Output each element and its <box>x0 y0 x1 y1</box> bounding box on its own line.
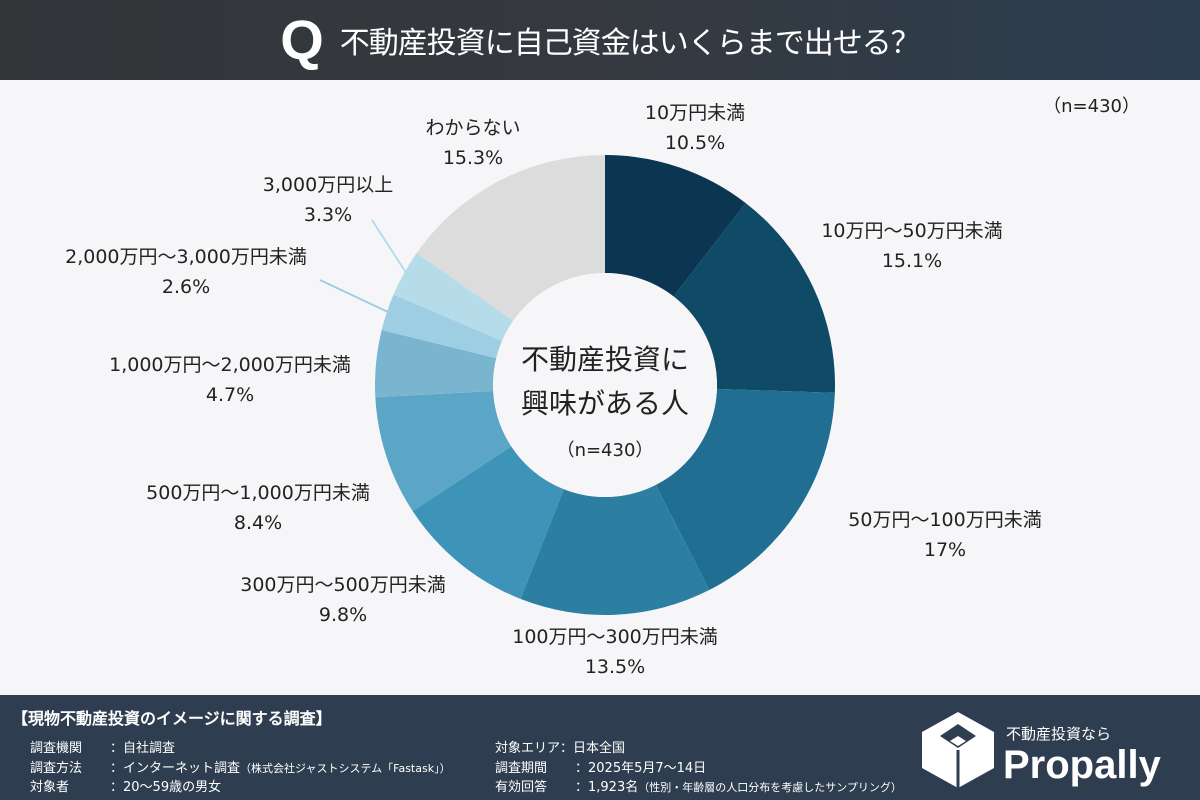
donut-slice <box>605 155 746 297</box>
sample-size-note: （n=430） <box>1043 96 1140 117</box>
center-line-2: 興味がある人 <box>520 387 690 420</box>
propally-logo-icon <box>922 712 994 788</box>
donut-slice <box>412 446 564 599</box>
survey-footer: 【現物不動産投資のイメージに関する調査】 調査機関 ：自社調査 調査方法 ：インター… <box>0 695 1200 800</box>
slice-label: 10万円未満 10.5% <box>644 102 746 154</box>
donut-slice <box>375 390 512 512</box>
slice-label: 300万円～500万円未満 9.8% <box>240 574 446 626</box>
survey-title: 【現物不動産投資のイメージに関する調査】 <box>12 709 332 728</box>
slice-label: 3,000万円以上 3.3% <box>262 174 394 226</box>
logo-name: Propally <box>1003 743 1161 787</box>
slice-label: 10万円～50万円未満 15.1% <box>821 220 1003 272</box>
donut-slice <box>520 484 710 615</box>
leader-line <box>319 279 392 315</box>
leader-line <box>371 219 409 276</box>
slice-label: 1,000万円～2,000万円未満 4.7% <box>109 354 351 406</box>
slice-label: 500万円～1,000万円未満 8.4% <box>146 482 370 534</box>
donut-slice <box>673 203 835 393</box>
donut-slice <box>381 294 503 359</box>
donut-slice <box>416 155 605 321</box>
center-note: （n=430） <box>556 440 654 461</box>
slice-label: 100万円～300万円未満 13.5% <box>512 626 718 678</box>
slice-label: 50万円～100万円未満 17% <box>848 509 1042 561</box>
q-mark: Q <box>280 8 324 71</box>
donut-slice <box>374 330 497 398</box>
logo-tagline: 不動産投資なら <box>1006 725 1112 743</box>
header-bar: Q 不動産投資に自己資金はいくらまで出せる？ <box>0 0 1200 80</box>
center-line-1: 不動産投資に <box>520 343 690 376</box>
survey-info-row: 有効回答 ：1,923名（性別・年齢層の人口分布を考慮したサンプリング） <box>495 780 902 795</box>
donut-center-label: 不動産投資に 興味がある人 （n=430） <box>521 338 689 462</box>
survey-info-row: 調査方法 ：インターネット調査（株式会社ジャストシステム「Fastask」） <box>30 761 451 776</box>
donut-chart <box>319 155 835 615</box>
survey-info-row: 対象エリア：日本全国 <box>495 741 626 756</box>
donut-slice <box>655 388 835 591</box>
survey-info-row: 調査期間 ：2025年5月7～14日 <box>495 761 707 776</box>
donut-slice <box>393 252 514 341</box>
page-title: 不動産投資に自己資金はいくらまで出せる？ <box>339 26 921 61</box>
survey-info-row: 調査機関 ：自社調査 <box>30 741 176 756</box>
survey-info-row: 対象者 ：20～59歳の男女 <box>30 780 222 795</box>
slice-label: 2,000万円～3,000万円未満 2.6% <box>65 246 307 298</box>
donut-hole <box>493 273 717 497</box>
slice-label: わからない 15.3% <box>425 117 521 169</box>
